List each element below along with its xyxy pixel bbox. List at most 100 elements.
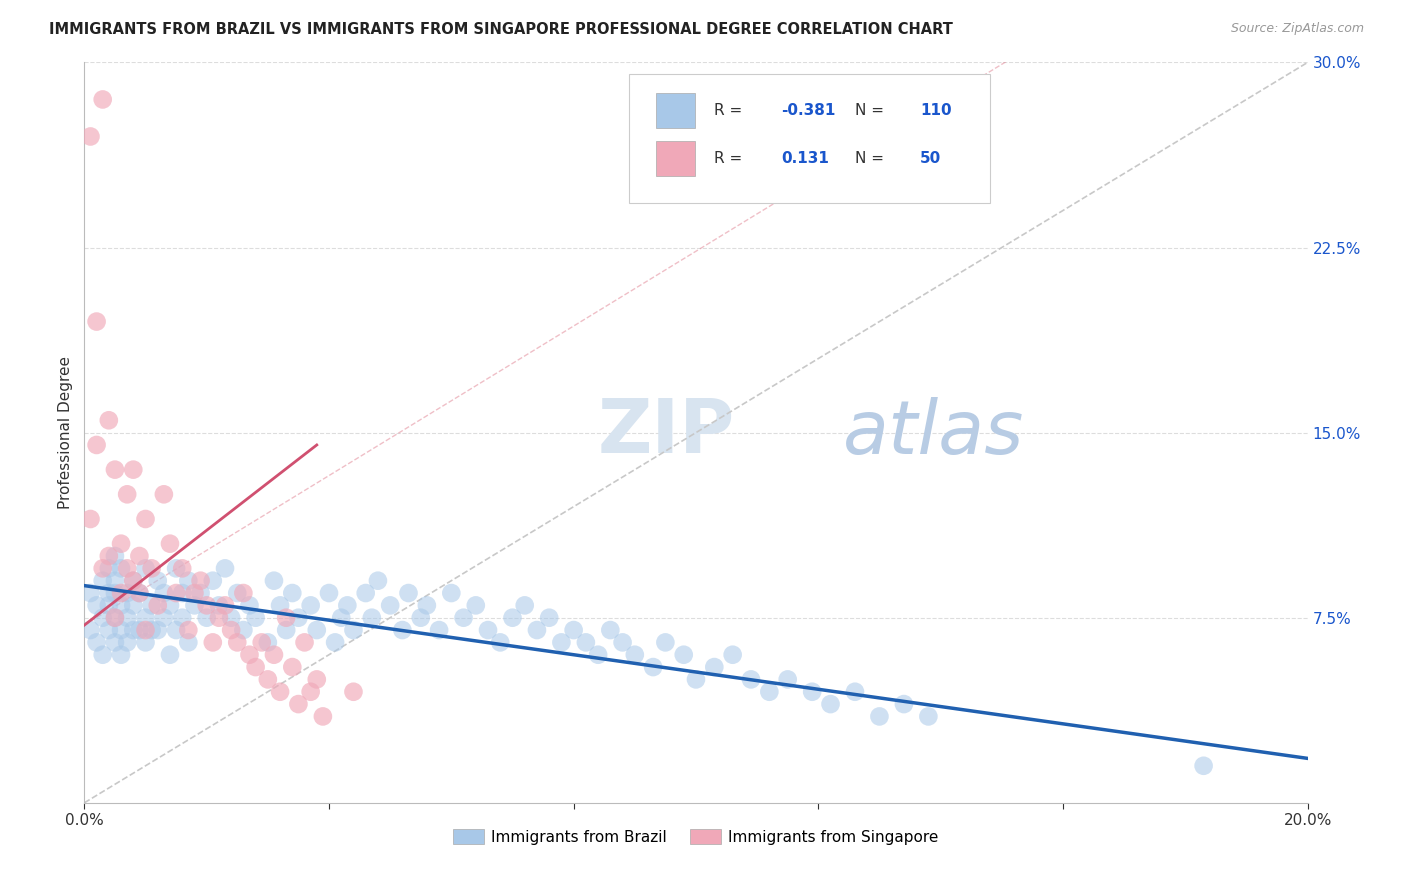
Point	[643, 660, 665, 674]
Text: ZIP: ZIP	[598, 396, 735, 469]
Point	[342, 685, 364, 699]
Point	[183, 599, 205, 613]
Point	[226, 586, 249, 600]
Point	[250, 635, 273, 649]
Text: R =: R =	[714, 103, 748, 118]
Point	[312, 709, 335, 723]
Point	[354, 586, 377, 600]
Point	[538, 610, 561, 624]
Point	[269, 685, 291, 699]
Point	[79, 129, 101, 144]
Point	[110, 623, 132, 637]
Point	[269, 599, 291, 613]
Point	[153, 586, 176, 600]
Point	[110, 536, 132, 550]
Point	[917, 709, 939, 723]
Point	[135, 623, 157, 637]
Point	[165, 623, 187, 637]
Point	[128, 623, 150, 637]
Point	[104, 635, 127, 649]
Point	[612, 635, 634, 649]
Text: N =: N =	[855, 151, 889, 166]
Text: 50: 50	[920, 151, 941, 166]
Point	[177, 574, 200, 588]
Point	[318, 586, 340, 600]
Point	[165, 586, 187, 600]
Point	[893, 697, 915, 711]
Point	[79, 623, 101, 637]
Point	[219, 610, 242, 624]
Text: Source: ZipAtlas.com: Source: ZipAtlas.com	[1230, 22, 1364, 36]
Legend: Immigrants from Brazil, Immigrants from Singapore: Immigrants from Brazil, Immigrants from …	[447, 822, 945, 851]
Point	[135, 512, 157, 526]
Point	[86, 635, 108, 649]
Point	[367, 574, 389, 588]
Point	[477, 623, 499, 637]
Y-axis label: Professional Degree: Professional Degree	[58, 356, 73, 509]
Point	[122, 462, 145, 476]
Point	[740, 673, 762, 687]
Text: atlas: atlas	[842, 397, 1024, 468]
Point	[115, 487, 138, 501]
Bar	[655, 141, 695, 177]
Text: IMMIGRANTS FROM BRAZIL VS IMMIGRANTS FROM SINGAPORE PROFESSIONAL DEGREE CORRELAT: IMMIGRANTS FROM BRAZIL VS IMMIGRANTS FRO…	[49, 22, 953, 37]
Point	[190, 586, 212, 600]
Text: N =: N =	[855, 103, 889, 118]
Point	[115, 561, 138, 575]
Point	[281, 660, 304, 674]
Text: 110: 110	[920, 103, 952, 118]
Point	[159, 599, 181, 613]
Point	[703, 660, 725, 674]
Point	[190, 574, 212, 588]
Bar	[655, 93, 695, 128]
Point	[245, 660, 267, 674]
Point	[141, 599, 163, 613]
Point	[104, 610, 127, 624]
Point	[135, 561, 157, 575]
Point	[575, 635, 598, 649]
Point	[257, 673, 280, 687]
Point	[153, 487, 176, 501]
Point	[177, 623, 200, 637]
Point	[183, 586, 205, 600]
Point	[208, 599, 231, 613]
Point	[562, 623, 585, 637]
Point	[489, 635, 512, 649]
Point	[79, 512, 101, 526]
Point	[97, 561, 120, 575]
Point	[104, 610, 127, 624]
Point	[208, 610, 231, 624]
Point	[177, 635, 200, 649]
Point	[276, 623, 298, 637]
Point	[146, 574, 169, 588]
Point	[110, 648, 132, 662]
Point	[464, 599, 486, 613]
Point	[128, 549, 150, 563]
Point	[86, 314, 108, 328]
Point	[226, 635, 249, 649]
Point	[97, 623, 120, 637]
Point	[416, 599, 439, 613]
Point	[721, 648, 744, 662]
Point	[299, 685, 322, 699]
Point	[427, 623, 450, 637]
Point	[440, 586, 463, 600]
Point	[97, 599, 120, 613]
Point	[305, 623, 328, 637]
Point	[238, 648, 260, 662]
Point	[146, 599, 169, 613]
Point	[844, 685, 866, 699]
Point	[214, 599, 236, 613]
Point	[323, 635, 346, 649]
Point	[159, 536, 181, 550]
Point	[299, 599, 322, 613]
Point	[104, 574, 127, 588]
Point	[91, 574, 114, 588]
Point	[380, 599, 402, 613]
Point	[115, 586, 138, 600]
Point	[502, 610, 524, 624]
Point	[172, 586, 194, 600]
Point	[869, 709, 891, 723]
Point	[245, 610, 267, 624]
Point	[122, 574, 145, 588]
